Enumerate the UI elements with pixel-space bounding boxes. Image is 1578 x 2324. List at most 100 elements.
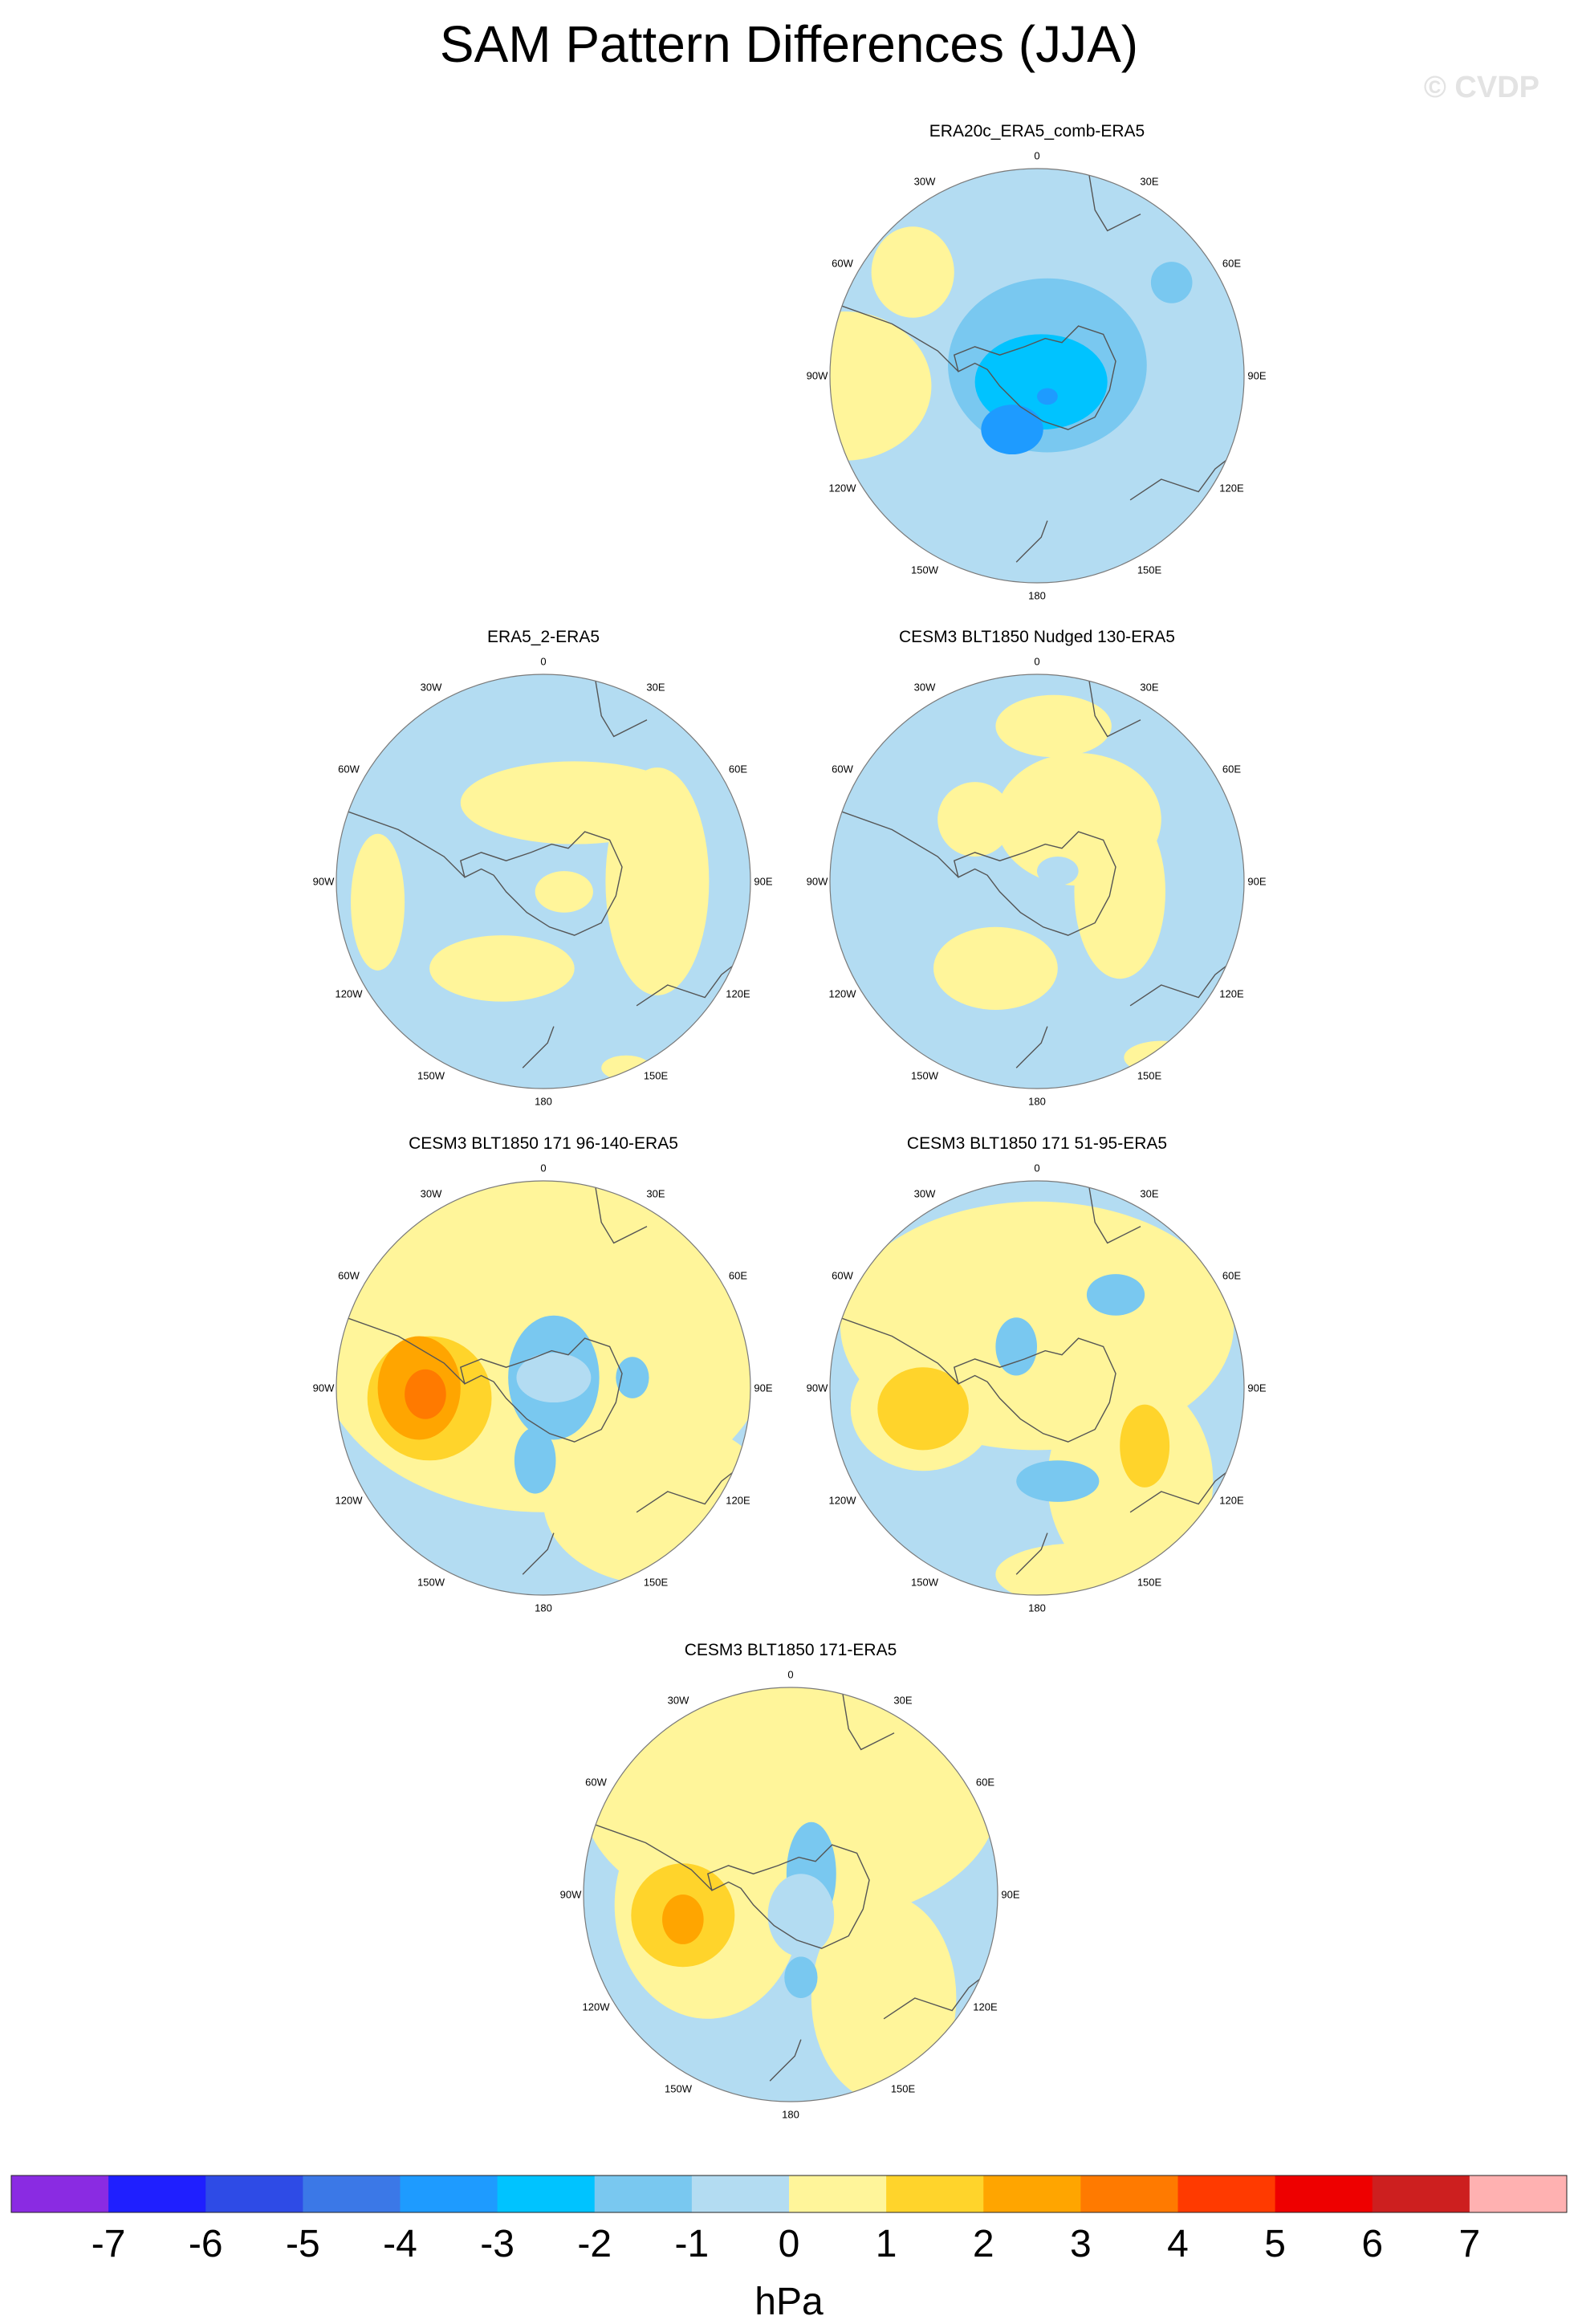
coastline bbox=[833, 303, 959, 372]
contour-region bbox=[811, 1895, 957, 2102]
contour-region bbox=[1150, 262, 1193, 303]
contour-region bbox=[1037, 388, 1058, 405]
longitude-label: 60E bbox=[728, 1269, 748, 1282]
longitude-label: 150E bbox=[1137, 1069, 1162, 1082]
longitude-label: 60W bbox=[338, 1269, 360, 1282]
coastline bbox=[1129, 1466, 1234, 1513]
longitude-label: 90E bbox=[754, 875, 773, 888]
longitude-label: 90W bbox=[806, 875, 828, 888]
longitude-label: 90E bbox=[754, 1382, 773, 1394]
longitude-label: 30W bbox=[420, 1187, 442, 1199]
colorbar-swatch bbox=[1275, 2175, 1373, 2212]
coastline bbox=[340, 1315, 466, 1385]
longitude-label: 0 bbox=[1034, 149, 1040, 162]
longitude-label: 150W bbox=[417, 1576, 445, 1589]
contour-region bbox=[1074, 804, 1165, 979]
colorbar-tick-label: -4 bbox=[383, 2223, 417, 2265]
coastline bbox=[587, 1821, 713, 1891]
colorbar-tick-label: -7 bbox=[91, 2223, 126, 2265]
colorbar-swatch bbox=[1177, 2175, 1276, 2212]
longitude-label: 150E bbox=[890, 2082, 916, 2095]
coastline bbox=[1015, 1026, 1048, 1068]
coastline bbox=[953, 1337, 1116, 1443]
longitude-label: 120W bbox=[582, 2000, 610, 2013]
contour-region bbox=[933, 926, 1058, 1010]
contour-region bbox=[405, 1369, 446, 1419]
colorbar-swatch bbox=[205, 2175, 303, 2212]
panel-title: CESM3 BLT1850 171 96-140-ERA5 bbox=[409, 1134, 678, 1153]
longitude-label: 90E bbox=[1001, 1888, 1020, 1901]
coastline bbox=[594, 1185, 648, 1244]
coastline bbox=[1088, 678, 1141, 738]
panel-title: CESM3 BLT1850 171 51-95-ERA5 bbox=[906, 1134, 1168, 1153]
contour-region bbox=[784, 1956, 818, 1998]
longitude-label: 90W bbox=[806, 369, 828, 382]
longitude-label: 120E bbox=[1219, 482, 1244, 495]
contour-region bbox=[605, 767, 710, 995]
longitude-label: 30E bbox=[893, 1694, 913, 1706]
colorbar-tick-label: 0 bbox=[778, 2223, 800, 2265]
colorbar-swatch bbox=[11, 2175, 109, 2212]
colorbar-tick-label: -6 bbox=[188, 2223, 223, 2265]
longitude-label: 0 bbox=[787, 1668, 794, 1681]
longitude-label: 90E bbox=[1247, 1382, 1267, 1394]
longitude-label: 180 bbox=[535, 1095, 552, 1108]
coastline bbox=[953, 325, 1116, 430]
contour-region bbox=[616, 1357, 649, 1398]
contour-region bbox=[1047, 1378, 1214, 1585]
coastline bbox=[1015, 1532, 1048, 1575]
contour-region bbox=[1120, 1404, 1170, 1488]
longitude-label: 150W bbox=[665, 2082, 692, 2095]
coastline bbox=[1088, 1185, 1141, 1244]
contour-region bbox=[995, 1317, 1037, 1376]
longitude-label: 90E bbox=[1247, 369, 1267, 382]
contour-region bbox=[871, 226, 954, 318]
longitude-label: 60E bbox=[728, 763, 748, 775]
colorbar-swatch bbox=[497, 2175, 596, 2212]
polar-map bbox=[583, 1687, 998, 2102]
map-border bbox=[583, 1687, 998, 2102]
polar-map bbox=[336, 1180, 751, 1596]
longitude-label: 120E bbox=[726, 987, 750, 1000]
longitude-label: 60E bbox=[1222, 1269, 1242, 1282]
longitude-label: 180 bbox=[535, 1602, 552, 1614]
coastline bbox=[706, 1844, 870, 1949]
longitude-label: 120W bbox=[828, 987, 856, 1000]
longitude-label: 180 bbox=[782, 2108, 799, 2121]
longitude-label: 60W bbox=[832, 763, 853, 775]
coastline bbox=[594, 678, 648, 738]
longitude-label: 90W bbox=[312, 875, 335, 888]
longitude-label: 90W bbox=[806, 1382, 828, 1394]
contour-region bbox=[351, 833, 405, 971]
colorbar-swatch bbox=[594, 2175, 693, 2212]
figure-title: SAM Pattern Differences (JJA) bbox=[439, 15, 1139, 73]
longitude-label: 60W bbox=[585, 1776, 607, 1789]
longitude-label: 150E bbox=[643, 1069, 669, 1082]
coastline bbox=[636, 959, 741, 1007]
polar-map bbox=[829, 1180, 1245, 1596]
contour-region bbox=[1124, 1040, 1199, 1074]
longitude-label: 60E bbox=[1222, 763, 1242, 775]
watermark: © CVDP bbox=[1423, 71, 1539, 104]
longitude-label: 150E bbox=[1137, 1576, 1162, 1589]
longitude-label: 180 bbox=[1028, 1602, 1046, 1614]
coastline bbox=[636, 1466, 741, 1513]
contour-region bbox=[1086, 1274, 1145, 1316]
longitude-label: 120W bbox=[335, 987, 363, 1000]
longitude-label: 30E bbox=[646, 1187, 665, 1199]
longitude-label: 60E bbox=[1222, 257, 1242, 270]
longitude-label: 120E bbox=[973, 2000, 998, 2013]
colorbar-swatch bbox=[1080, 2175, 1178, 2212]
colorbar-tick-label: 2 bbox=[972, 2223, 994, 2265]
contour-region bbox=[877, 1367, 969, 1451]
longitude-label: 0 bbox=[540, 1162, 547, 1174]
coastline bbox=[1129, 959, 1234, 1007]
longitude-label: 30W bbox=[667, 1694, 689, 1706]
coastline bbox=[841, 1691, 895, 1751]
longitude-label: 120W bbox=[828, 1494, 856, 1507]
panel-title: ERA20c_ERA5_comb-ERA5 bbox=[929, 122, 1145, 140]
longitude-label: 150W bbox=[417, 1069, 445, 1082]
longitude-label: 180 bbox=[1028, 1095, 1046, 1108]
colorbar-tick-label: -1 bbox=[674, 2223, 710, 2265]
